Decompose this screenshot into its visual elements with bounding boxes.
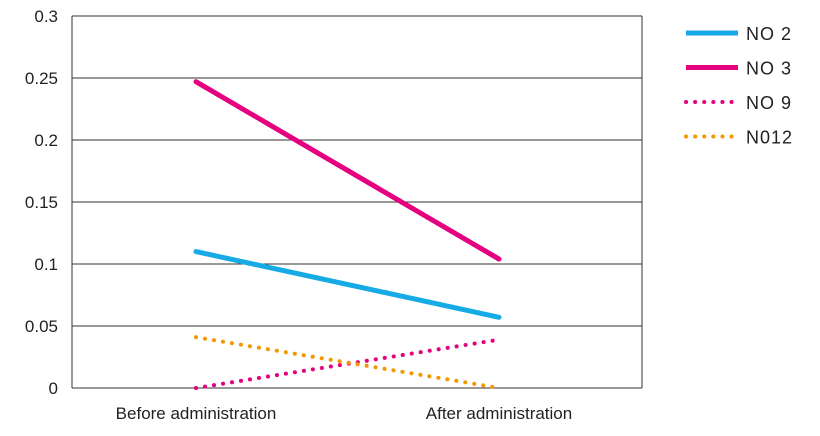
x-tick-label: After administration <box>426 404 572 423</box>
series-line-n012 <box>194 335 501 390</box>
tick-labels: 0 0.05 0.1 0.15 0.2 0.25 0.3 Before administrat… <box>25 7 572 423</box>
legend-label: NO 2 <box>746 24 792 44</box>
gridlines <box>72 15 642 389</box>
legend-label: N012 <box>746 128 793 148</box>
y-tick-label: 0.15 <box>25 193 58 212</box>
series-lines <box>193 79 502 390</box>
y-tick-label: 0 <box>49 379 58 398</box>
series-line-no3 <box>193 79 502 262</box>
axes <box>71 16 643 388</box>
y-tick-label: 0.05 <box>25 317 58 336</box>
legend-label: NO 9 <box>746 93 792 113</box>
series-line-no2 <box>193 249 502 320</box>
legend-label: NO 3 <box>746 59 792 79</box>
x-tick-label: Before administration <box>116 404 277 423</box>
y-tick-label: 0.2 <box>34 131 58 150</box>
y-tick-label: 0.3 <box>34 7 58 26</box>
legend: NO 2 NO 3 NO 9 N012 <box>684 24 793 148</box>
y-tick-label: 0.1 <box>34 255 58 274</box>
y-tick-label: 0.25 <box>25 69 58 88</box>
